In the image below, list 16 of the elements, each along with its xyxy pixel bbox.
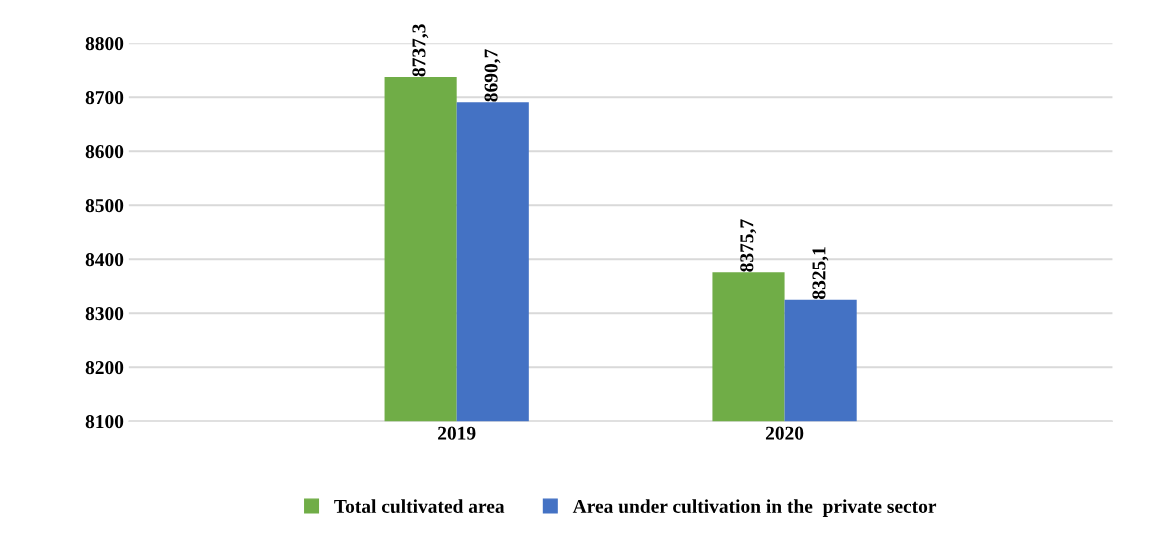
data-label: 8690,7 — [484, 49, 501, 102]
y-tick-label: 8500 — [85, 199, 124, 213]
y-tick-label: 8700 — [85, 91, 124, 105]
x-tick-label: 2020 — [765, 426, 804, 440]
x-tick-label: 2019 — [438, 426, 476, 440]
data-label: 8737,3 — [412, 24, 429, 77]
y-tick-label: 8600 — [85, 145, 124, 159]
data-label: 8325,1 — [812, 247, 829, 299]
y-tick-label: 8800 — [85, 37, 124, 51]
legend-label: Area under cultivation in the private sector — [572, 499, 937, 517]
y-tick-label: 8400 — [85, 253, 124, 267]
data-label: 8375,7 — [740, 219, 757, 272]
y-tick-label: 8300 — [85, 307, 124, 321]
y-tick-label: 8200 — [85, 361, 124, 375]
y-tick-label: 8100 — [85, 415, 124, 429]
legend-label: Total cultivated area — [334, 499, 505, 514]
